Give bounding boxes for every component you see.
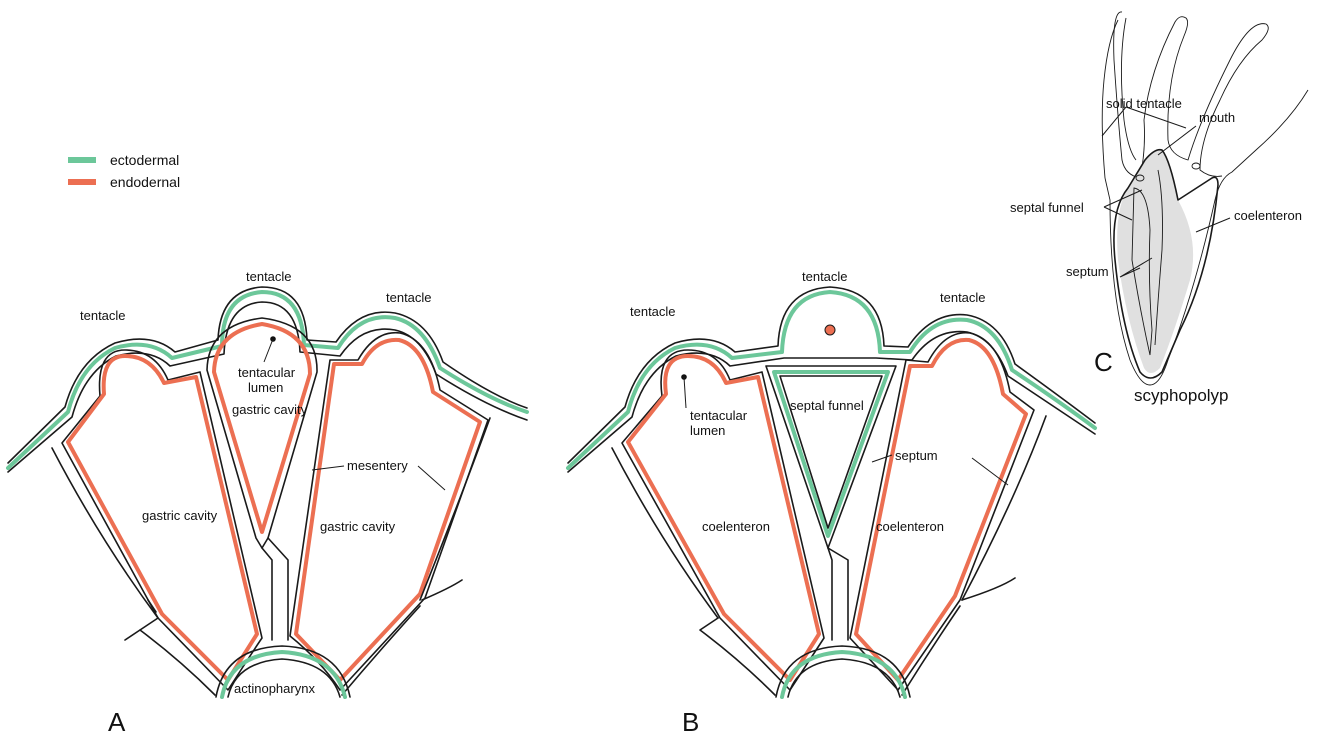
legend-label-endodermal: endodernal	[110, 174, 180, 190]
b-left-chamber-wall	[621, 349, 825, 691]
a-label-gastric-cavity-center: gastric cavity	[232, 402, 308, 417]
c-tentacle-base-dot-1	[1135, 174, 1145, 182]
b-pharynx-ectoderm	[780, 650, 907, 699]
b-label-tentacle-left: tentacle	[630, 304, 676, 319]
b-septum-pointer-2	[971, 457, 1009, 486]
c-label-mouth: mouth	[1199, 110, 1235, 125]
a-lower-right-1	[419, 417, 491, 601]
a-label-tentacle-left: tentacle	[80, 308, 126, 323]
a-septum-left-stem	[261, 547, 273, 641]
a-panel-letter: A	[108, 707, 126, 737]
a-outer-left-branch	[124, 629, 141, 641]
a-label-tentacular: tentacular	[238, 365, 296, 380]
b-left-chamber-endoderm	[626, 354, 821, 682]
b-label-coelenteron-left: coelenteron	[702, 519, 770, 534]
a-left-chamber-wall	[61, 349, 263, 691]
a-right-chamber-wall	[289, 331, 489, 691]
a-label-mesentery: mesentery	[347, 458, 408, 473]
a-tentacular-lumen-pointer	[263, 338, 274, 363]
c-septal-funnel-shape	[1131, 187, 1153, 356]
b-label-tentacular: tentacular	[690, 408, 748, 423]
a-label-tentacle-center: tentacle	[246, 269, 292, 284]
c-left-tentacle-inner	[1120, 17, 1137, 161]
b-label-tentacle-center: tentacle	[802, 269, 848, 284]
c-caption: scyphopolyp	[1134, 386, 1229, 405]
a-actinopharynx-wall-inner	[227, 658, 341, 698]
c-body-left	[1101, 19, 1119, 179]
c-septum-shape	[1154, 169, 1163, 346]
a-lower-left-1	[51, 447, 159, 619]
b-septal-funnel-inner	[779, 375, 883, 529]
legend: ectodermal endodernal	[68, 152, 180, 190]
a-lower-left-2	[139, 599, 216, 696]
c-panel-letter: C	[1094, 347, 1113, 377]
b-ectoderm-outline	[566, 290, 1097, 470]
b-tentacular-lumen-pointer	[683, 376, 687, 409]
b-solid-tentacle-core	[824, 324, 836, 336]
b-pharynx-wall-outer	[775, 645, 911, 698]
b-body-wall-inner	[567, 330, 1096, 473]
c-gut-wall-outer	[1113, 148, 1219, 379]
a-label-gastric-cavity-left: gastric cavity	[142, 508, 218, 523]
c-septum-pointer	[1119, 257, 1153, 278]
a-septum-right-stem	[267, 537, 289, 641]
a-body-wall-outer	[7, 286, 528, 464]
a-actinopharynx-ectoderm	[220, 650, 347, 699]
b-septum-right-stem	[827, 547, 849, 641]
c-coelenteron-pointer	[1195, 217, 1231, 233]
c-label-solid-tentacle: solid tentacle	[1106, 96, 1182, 111]
b-body-wall-outer	[567, 286, 1096, 464]
b-lower-right-2	[901, 577, 1016, 696]
a-ectoderm-outline	[6, 290, 529, 470]
b-label-coelenteron-right: coelenteron	[876, 519, 944, 534]
a-center-chamber-wall	[206, 317, 318, 549]
b-right-chamber-wall	[849, 331, 1035, 691]
c-tentacles-outline	[1113, 11, 1269, 179]
a-lower-right-2	[341, 579, 463, 696]
b-pharynx-wall-inner	[787, 658, 901, 698]
b-septal-funnel-ectoderm	[772, 370, 890, 538]
c-tentacle-base-dot-2	[1191, 162, 1201, 170]
b-right-chamber-endoderm	[854, 337, 1028, 682]
a-mesentery-pointer-2	[417, 465, 446, 491]
c-solid-tentacle-pointer	[1101, 106, 1187, 137]
panel-a: tentacle tentacle tentacle tentacular lu…	[6, 269, 529, 737]
panel-c: solid tentacle mouth septal funnel coele…	[1010, 11, 1309, 405]
legend-label-ectodermal: ectodermal	[110, 152, 179, 168]
a-label-gastric-cavity-right: gastric cavity	[320, 519, 396, 534]
b-label-septum: septum	[895, 448, 938, 463]
c-mouth-pointer	[1157, 125, 1197, 156]
b-lower-left-1	[611, 447, 719, 619]
a-actinopharynx-wall-outer	[215, 645, 351, 698]
b-label-septal-funnel: septal funnel	[790, 398, 864, 413]
a-right-chamber-endoderm	[294, 337, 482, 682]
a-center-chamber-endoderm	[212, 322, 312, 534]
a-left-chamber-endoderm	[66, 354, 259, 682]
b-lower-right-1	[961, 415, 1047, 601]
b-septal-funnel-wall	[765, 365, 897, 549]
b-panel-letter: B	[682, 707, 699, 737]
b-septum-left-stem	[827, 547, 833, 641]
b-lower-left-2	[699, 617, 776, 696]
c-septal-funnel-pointer	[1103, 189, 1143, 221]
a-label-lumen: lumen	[248, 380, 283, 395]
c-label-septum: septum	[1066, 264, 1109, 279]
b-label-tentacle-right: tentacle	[940, 290, 986, 305]
c-label-coelenteron: coelenteron	[1234, 208, 1302, 223]
a-mesentery-pointer-1	[311, 465, 345, 471]
panel-b: tentacle tentacle tentacle tentacular lu…	[566, 269, 1097, 737]
b-label-lumen: lumen	[690, 423, 725, 438]
c-gut-fill	[1117, 149, 1194, 373]
c-label-septal-funnel: septal funnel	[1010, 200, 1084, 215]
a-label-actinopharynx: actinopharynx	[234, 681, 315, 696]
a-label-tentacle-right: tentacle	[386, 290, 432, 305]
b-septum-pointer-1	[871, 454, 893, 463]
